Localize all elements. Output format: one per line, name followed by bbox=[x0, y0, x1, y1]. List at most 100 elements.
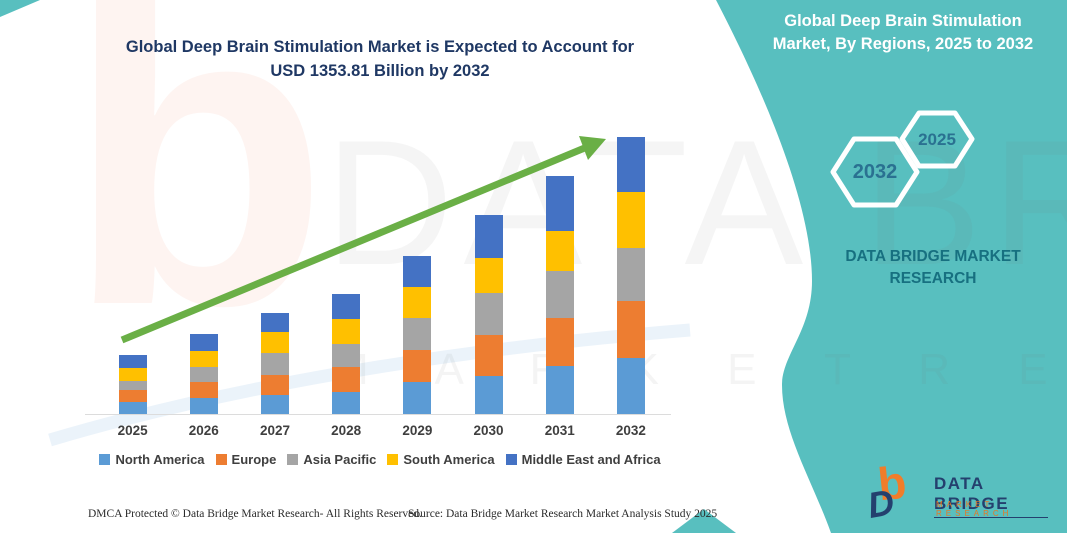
bar-segment-asia-pacific bbox=[616, 248, 645, 301]
bar-segment-south-america bbox=[260, 332, 289, 353]
bar-segment-south-america bbox=[545, 231, 574, 271]
stacked-bar-2027 bbox=[260, 313, 289, 414]
legend-swatch-icon bbox=[387, 454, 399, 465]
bar-slot-2032: 2032 bbox=[595, 120, 666, 438]
teal-bottom-triangle bbox=[672, 509, 736, 533]
hexagon-2025 bbox=[899, 110, 975, 169]
bar-segment-north-america bbox=[332, 392, 361, 414]
bar-segment-north-america bbox=[260, 395, 289, 414]
legend-label: Asia Pacific bbox=[303, 452, 377, 467]
footer-dmca-text: DMCA Protected © Data Bridge Market Rese… bbox=[88, 508, 422, 520]
hexagon-2025-label: 2025 bbox=[918, 130, 956, 149]
bar-slot-2027: 2027 bbox=[239, 120, 310, 438]
bar-segment-south-america bbox=[118, 368, 147, 381]
teal-corner-triangle bbox=[0, 0, 40, 17]
panel-title-line2: Market, By Regions, 2025 to 2032 bbox=[772, 35, 1034, 53]
legend-item-north-america: North America bbox=[99, 452, 205, 467]
bar-segment-europe bbox=[189, 382, 218, 398]
x-axis-label-2025: 2025 bbox=[117, 423, 148, 438]
legend-swatch-icon bbox=[99, 454, 111, 465]
stacked-bar-2025 bbox=[118, 355, 147, 414]
logo-tagline: MARKET RESEARCH bbox=[936, 500, 1013, 518]
legend-item-europe: Europe bbox=[215, 452, 277, 467]
bar-segment-north-america bbox=[189, 398, 218, 414]
x-axis-label-2031: 2031 bbox=[544, 423, 575, 438]
chart-title-line1: Global Deep Brain Stimulation Market is … bbox=[125, 38, 635, 56]
brand-name-line2: RESEARCH bbox=[889, 270, 977, 287]
chart-title: Global Deep Brain Stimulation Market is … bbox=[70, 35, 690, 83]
bar-segment-europe bbox=[332, 367, 361, 392]
bar-slot-2030: 2030 bbox=[453, 120, 524, 438]
x-axis-label-2029: 2029 bbox=[402, 423, 433, 438]
bar-segment-asia-pacific bbox=[545, 271, 574, 318]
bar-segment-north-america bbox=[545, 366, 574, 414]
bar-segment-middle-east-and-africa bbox=[189, 334, 218, 351]
brand-name-text: DATA BRIDGE MARKET RESEARCH bbox=[800, 246, 1066, 290]
panel-title-line1: Global Deep Brain Stimulation bbox=[784, 12, 1022, 30]
stacked-bar-2031 bbox=[545, 176, 574, 414]
bar-segment-europe bbox=[545, 318, 574, 366]
legend-label: Europe bbox=[231, 452, 277, 467]
bar-segment-asia-pacific bbox=[403, 318, 432, 350]
x-axis-label-2030: 2030 bbox=[473, 423, 504, 438]
bar-segment-asia-pacific bbox=[189, 367, 218, 382]
stacked-bar-2028 bbox=[332, 294, 361, 414]
legend-item-middle-east-and-africa: Middle East and Africa bbox=[505, 452, 661, 467]
legend-swatch-icon bbox=[287, 454, 299, 465]
bar-segment-middle-east-and-africa bbox=[332, 294, 361, 319]
legend-item-south-america: South America bbox=[387, 452, 495, 467]
stacked-bar-2029 bbox=[403, 256, 432, 414]
chart-title-line2: USD 1353.81 Billion by 2032 bbox=[270, 62, 490, 80]
bar-segment-middle-east-and-africa bbox=[403, 256, 432, 287]
stacked-bar-2030 bbox=[474, 215, 503, 414]
footer-source-text: Source: Data Bridge Market Research Mark… bbox=[408, 508, 718, 520]
bar-segment-north-america bbox=[403, 382, 432, 414]
legend-label: North America bbox=[115, 452, 205, 467]
data-bridge-logo: b D DATA BRIDGE MARKET RESEARCH bbox=[865, 456, 1048, 526]
bar-slot-2028: 2028 bbox=[311, 120, 382, 438]
panel-title: Global Deep Brain Stimulation Market, By… bbox=[750, 10, 1056, 56]
bar-segment-asia-pacific bbox=[474, 293, 503, 335]
bar-segment-north-america bbox=[474, 376, 503, 414]
bar-segment-middle-east-and-africa bbox=[545, 176, 574, 231]
hexagon-2032-label: 2032 bbox=[852, 161, 898, 183]
bar-segment-middle-east-and-africa bbox=[616, 137, 645, 192]
stacked-bar-2026 bbox=[189, 334, 218, 414]
legend-swatch-icon bbox=[215, 454, 227, 465]
bar-segment-north-america bbox=[616, 358, 645, 414]
bar-segment-europe bbox=[474, 335, 503, 376]
bar-segment-middle-east-and-africa bbox=[474, 215, 503, 258]
x-axis-label-2028: 2028 bbox=[331, 423, 362, 438]
hexagon-2032 bbox=[830, 136, 920, 208]
logo-name: DATA BRIDGE bbox=[934, 474, 1048, 518]
x-axis-label-2032: 2032 bbox=[615, 423, 646, 438]
bar-segment-south-america bbox=[189, 351, 218, 367]
bar-segment-north-america bbox=[118, 402, 147, 414]
bar-segment-europe bbox=[260, 375, 289, 395]
legend-swatch-icon bbox=[505, 454, 517, 465]
bar-segment-europe bbox=[403, 350, 432, 382]
stacked-bar-2032 bbox=[616, 137, 645, 414]
bar-segment-south-america bbox=[616, 192, 645, 248]
bar-segment-south-america bbox=[332, 319, 361, 344]
bar-segment-south-america bbox=[403, 287, 432, 318]
bar-slot-2026: 2026 bbox=[168, 120, 239, 438]
bar-slot-2025: 2025 bbox=[97, 120, 168, 438]
bar-segment-europe bbox=[616, 301, 645, 358]
bar-segment-asia-pacific bbox=[260, 353, 289, 375]
brand-name-line1: DATA BRIDGE MARKET bbox=[845, 248, 1021, 265]
legend-label: South America bbox=[403, 452, 495, 467]
x-axis-label-2026: 2026 bbox=[188, 423, 219, 438]
bar-slot-2029: 2029 bbox=[382, 120, 453, 438]
bar-segment-south-america bbox=[474, 258, 503, 293]
bar-segment-europe bbox=[118, 390, 147, 402]
bar-segment-asia-pacific bbox=[332, 344, 361, 367]
bar-segment-asia-pacific bbox=[118, 381, 147, 390]
legend-item-asia-pacific: Asia Pacific bbox=[287, 452, 376, 467]
bar-segment-middle-east-and-africa bbox=[118, 355, 147, 368]
legend-label: Middle East and Africa bbox=[521, 452, 661, 467]
x-axis-label-2027: 2027 bbox=[259, 423, 290, 438]
x-axis-line bbox=[85, 414, 671, 415]
bar-segment-middle-east-and-africa bbox=[260, 313, 289, 332]
bar-chart-plot-area: 2025 2026 2027 2028 2029 2030 2031 2032 bbox=[88, 120, 672, 438]
